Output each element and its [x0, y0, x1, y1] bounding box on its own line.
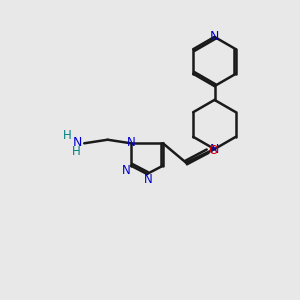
Text: H: H [63, 129, 72, 142]
Text: N: N [210, 142, 219, 156]
Text: N: N [210, 30, 219, 44]
Text: N: N [144, 173, 153, 186]
Text: N: N [127, 136, 135, 148]
Text: O: O [208, 143, 218, 157]
Text: N: N [122, 164, 130, 177]
Text: H: H [72, 145, 81, 158]
Text: N: N [73, 136, 82, 149]
